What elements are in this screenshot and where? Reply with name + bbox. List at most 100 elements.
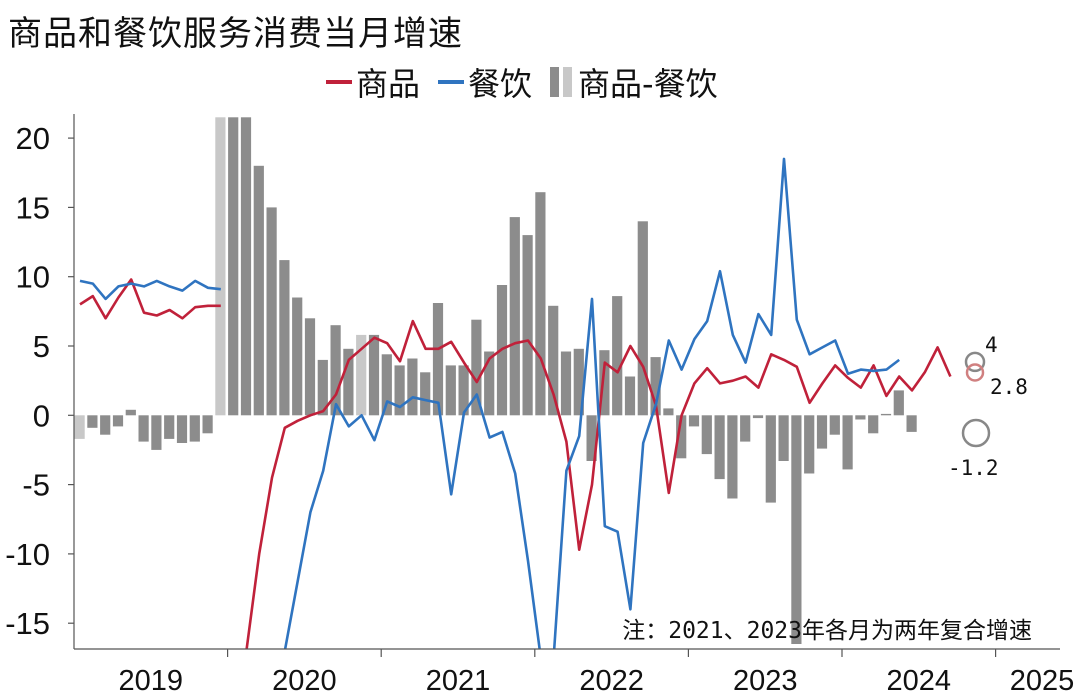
bar-diff-32 [484,351,495,416]
x-tick-label: 2022 [579,665,644,697]
bar-diff-44 [637,221,648,416]
bar-diff-10 [202,415,213,434]
annot-circle-goods [965,363,985,382]
bar-diff-19 [317,359,328,416]
bar-diff-17 [292,297,303,416]
legend-swatch-catering [438,80,465,84]
bar-diff-24 [381,354,392,416]
legend-label-catering: 餐饮 [468,65,533,103]
bar-diff-57 [804,415,815,474]
bar-diff-50 [714,415,725,480]
legend-item-diff: 商品-餐饮 [550,59,718,105]
x-tick-label: 2020 [272,665,337,697]
x-tick-label: 2025 [1010,665,1075,697]
annot-circle-diff [961,418,991,448]
y-tick-label: -10 [5,537,50,572]
bar-diff-55 [778,415,789,461]
x-tick-label: 2021 [426,665,491,697]
bar-diff-13 [240,117,252,416]
x-tick-label: 2024 [887,665,952,697]
bar-diff-6 [151,415,162,450]
bar-diff-22 [356,334,367,416]
y-tick-label: 5 [33,329,50,364]
bar-diff-2 [100,415,111,435]
bar-diff-60 [842,415,853,470]
line-goods-seg0 [79,278,221,320]
bar-diff-30 [458,365,469,416]
bar-diff-62 [868,415,879,434]
bar-diff-3 [112,415,124,427]
bar-diff-40 [586,415,597,461]
bar-diff-56 [791,415,802,644]
bar-diff-45 [650,357,661,416]
y-tick-label: -15 [5,606,50,641]
bar-diff-18 [304,318,316,416]
x-tick-label: 2023 [733,665,798,697]
bar-diff-23 [368,334,380,416]
annot-label-goods: 2.8 [990,375,1028,399]
bar-diff-31 [471,319,482,416]
bar-diff-16 [279,260,290,416]
bar-diff-28 [432,303,444,416]
bar-diff-58 [816,415,828,449]
bar-diff-34 [509,217,520,416]
bar-diff-59 [829,415,840,435]
x-tick-label: 2019 [119,665,184,697]
legend-label-diff: 商品-餐饮 [578,65,718,103]
bar-diff-26 [407,358,418,416]
legend-item-goods: 商品 [326,59,420,105]
bar-diff-35 [522,235,533,416]
legend-swatch-goods [326,80,352,84]
y-tick-label: 20 [16,121,50,156]
y-tick-label: 15 [16,190,50,225]
bar-diff-54 [765,415,776,503]
bar-diff-21 [343,348,354,416]
legend-swatch-diff-light [563,67,573,97]
bar-diff-8 [176,415,188,443]
bar-diff-5 [138,415,149,442]
bar-diff-14 [253,165,264,416]
legend-label-goods: 商品 [356,65,421,103]
bar-diff-42 [612,296,623,416]
line-catering-seg0 [79,279,221,301]
bar-diff-4 [125,409,136,416]
bar-diff-11 [215,117,226,416]
bar-diff-48 [688,415,700,427]
bar-diff-61 [855,415,866,420]
chart-title: 商品和餐饮服务消费当月增速 [8,14,463,54]
bar-diff-63 [880,413,892,416]
bar-diff-36 [535,192,546,416]
bar-diff-65 [906,415,917,432]
bar-diff-47 [676,415,687,459]
annot-circle-catering [964,351,986,373]
annot-label-diff: -1.2 [948,456,999,480]
bar-diff-0 [74,415,85,439]
bar-diff-29 [445,365,456,416]
bar-diff-25 [394,365,405,416]
line-catering-seg1 [283,157,900,649]
bar-diff-52 [740,415,751,442]
bar-diff-39 [573,348,584,416]
bar-diff-9 [189,415,200,442]
bar-diff-53 [752,415,764,419]
bar-diff-51 [727,415,738,499]
bar-diff-64 [893,390,904,416]
bar-diff-46 [663,408,674,416]
bar-diff-27 [420,372,431,416]
bar-diff-38 [560,351,572,416]
legend-item-catering: 餐饮 [438,59,532,105]
annot-label-catering: 4 [985,333,998,357]
y-tick-label: 10 [16,260,50,295]
legend-swatch-diff [550,67,560,97]
bar-diff-41 [599,350,610,416]
bar-diff-15 [266,207,277,416]
bar-diff-12 [228,117,239,416]
bar-diff-43 [624,376,636,416]
bar-diff-37 [548,305,559,416]
bar-diff-1 [87,415,98,428]
footnote: 注：2021、2023年各月为两年复合增速 [622,618,1032,644]
bar-diff-7 [164,415,175,439]
y-tick-label: 0 [33,398,50,433]
legend: 商品 餐饮 商品-餐饮 [326,60,736,104]
